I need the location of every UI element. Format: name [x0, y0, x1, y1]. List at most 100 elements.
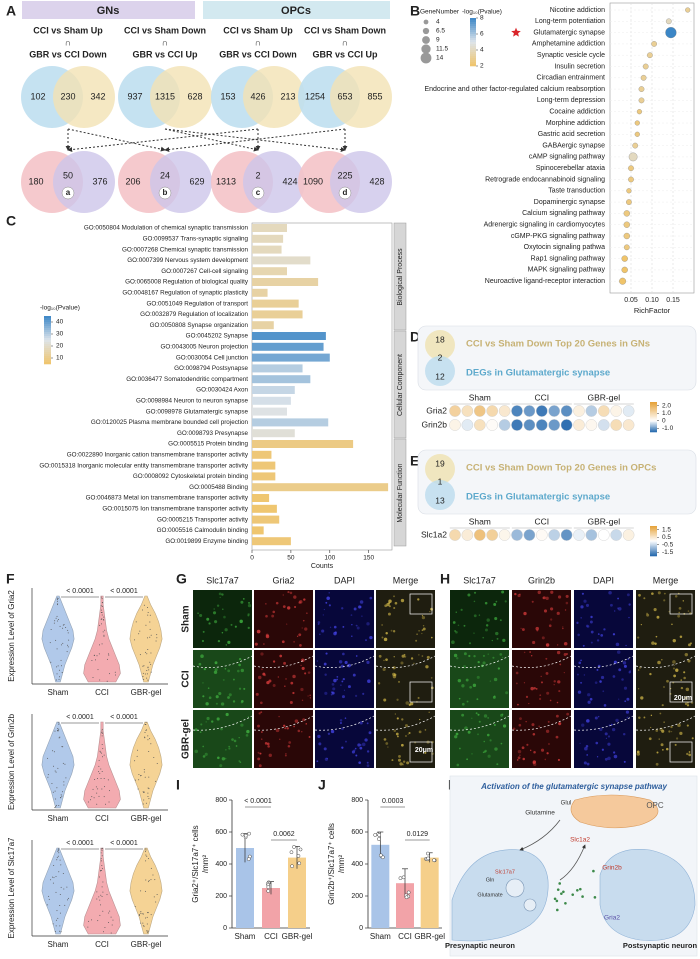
speckle	[651, 592, 654, 595]
x-tick-label: 0.05	[624, 297, 638, 304]
speckle	[683, 671, 686, 674]
speckle	[586, 754, 589, 756]
jitter	[137, 749, 139, 751]
term-label: GO:0005215 Transporter activity	[157, 516, 249, 523]
bar	[420, 857, 439, 928]
jitter	[144, 776, 146, 778]
dot	[640, 74, 647, 81]
speckle	[205, 721, 207, 723]
speckle	[688, 751, 691, 753]
jitter	[147, 735, 149, 737]
colorbar-cell	[44, 356, 51, 359]
colorbar-cell	[650, 419, 657, 422]
colorbar-cell	[650, 534, 657, 537]
replicate	[243, 833, 248, 838]
channel-label: Slc17a7	[206, 575, 239, 585]
micrograph	[315, 710, 374, 768]
speckle	[408, 731, 411, 735]
jitter	[101, 618, 103, 620]
speckle	[206, 617, 210, 621]
jitter	[142, 665, 144, 667]
speckle	[404, 724, 409, 728]
speckle	[366, 761, 369, 764]
speckle	[505, 691, 509, 695]
boundary	[314, 655, 375, 668]
speckle	[545, 671, 549, 675]
jitter	[60, 931, 62, 933]
speckle	[677, 614, 681, 618]
speckle	[267, 745, 270, 748]
speckle	[417, 598, 420, 601]
venn-count: 629	[189, 176, 204, 186]
heat-cell	[486, 405, 499, 417]
speckle	[656, 615, 660, 619]
term-label: Amphetamine addiction	[532, 41, 605, 48]
speckle	[580, 617, 582, 619]
jitter	[68, 639, 70, 641]
speckle	[361, 615, 363, 617]
speckle	[581, 723, 585, 727]
jitter	[96, 898, 98, 900]
speckle	[318, 742, 322, 746]
speckle	[457, 678, 462, 683]
speckle	[318, 633, 321, 636]
speckle	[217, 756, 220, 760]
replicate	[266, 885, 271, 889]
jitter	[88, 920, 90, 922]
jitter	[142, 675, 144, 677]
speckle	[347, 685, 351, 689]
speckle	[589, 620, 593, 624]
venn-circle	[425, 356, 455, 386]
speckle	[401, 718, 404, 721]
bar	[396, 883, 414, 928]
inset	[669, 593, 693, 615]
speckle	[254, 642, 258, 646]
speckle	[468, 654, 471, 658]
speckle	[518, 723, 522, 727]
speckle	[364, 738, 368, 742]
colorbar-label: -0.5	[662, 541, 674, 548]
speckle	[352, 673, 356, 677]
letter-badge	[158, 186, 172, 200]
speckle	[369, 635, 373, 640]
speckle	[208, 696, 212, 700]
speckle	[283, 724, 286, 727]
venn-label: CCI vs Sham Down Top 20 Genes in GNs	[466, 339, 650, 350]
x-tick-label: Sham	[48, 940, 69, 949]
dot	[632, 142, 639, 149]
speckle	[324, 673, 327, 676]
jitter	[59, 736, 61, 738]
speckle	[326, 596, 330, 601]
speckle	[272, 660, 276, 663]
bar	[252, 450, 272, 459]
speckle	[275, 601, 279, 605]
speckle	[613, 660, 617, 664]
speckle	[202, 745, 204, 748]
y-tick-label: 800	[351, 797, 363, 804]
colorbar-cell	[470, 20, 476, 23]
speckle	[308, 736, 311, 738]
term-label: GO:0050804 Modulation of chemical synapt…	[84, 225, 249, 232]
speckle	[388, 612, 391, 616]
group-label: Molecular Function	[397, 463, 404, 522]
speckle	[239, 761, 242, 763]
speckle	[257, 751, 260, 754]
speckle	[351, 750, 355, 754]
heat-cell	[548, 419, 561, 431]
colorbar-cell	[650, 413, 657, 415]
speckle	[282, 605, 286, 608]
jitter	[145, 849, 147, 851]
speckle	[603, 704, 607, 707]
jitter	[106, 894, 108, 896]
speckle	[585, 624, 589, 628]
dot	[638, 86, 645, 92]
speckle	[214, 668, 218, 672]
jitter	[98, 765, 100, 767]
venn-label: CCI vs Sham Down Top 20 Genes in OPCs	[466, 463, 656, 474]
speckle	[232, 678, 235, 681]
speckle	[424, 751, 427, 754]
speckle	[486, 733, 490, 737]
p-value: 0.0062	[273, 831, 295, 838]
speckle	[204, 752, 208, 756]
speckle	[550, 590, 554, 594]
